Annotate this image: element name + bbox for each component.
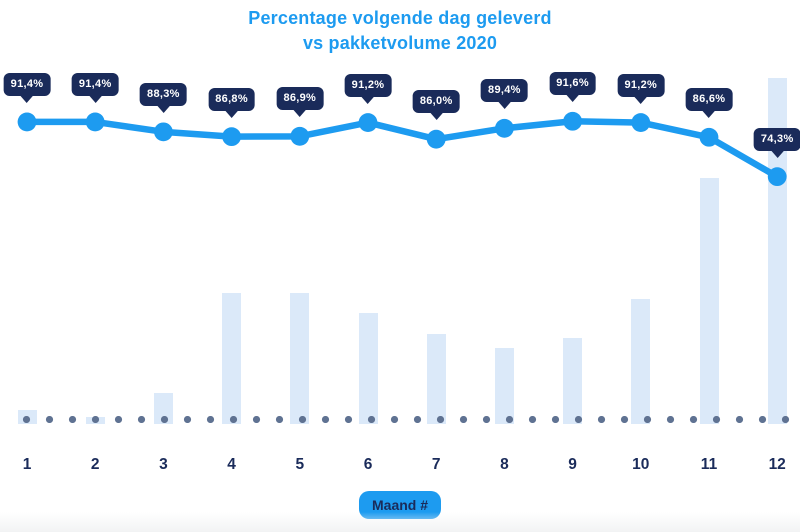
chart-title: Percentage volgende dag geleverd vs pakk… — [0, 6, 800, 56]
x-axis-label-month-6: 6 — [363, 456, 373, 473]
x-axis-label-month-3: 3 — [159, 456, 168, 473]
data-label-tooltip-month-5: 86,9% — [276, 87, 324, 111]
data-label-tooltip-month-2: 91,4% — [71, 72, 119, 96]
data-point-month-5 — [290, 126, 310, 146]
chart-title-line1: Percentage volgende dag geleverd — [248, 8, 552, 28]
data-point-month-3 — [154, 122, 173, 142]
data-point-month-12 — [767, 167, 787, 187]
data-label-tooltip-month-4: 86,8% — [208, 87, 255, 111]
data-label-tooltip-month-7: 86,0% — [412, 90, 460, 114]
volume-bar-month-9 — [563, 337, 583, 424]
data-label-tooltip-month-10: 91,2% — [617, 73, 665, 97]
data-point-month-8 — [495, 118, 514, 138]
data-label-tooltip-month-1: 91,4% — [3, 72, 51, 96]
percentage-line — [23, 118, 781, 180]
x-axis-label-month-8: 8 — [500, 456, 509, 473]
data-label-tooltip-month-11: 86,6% — [685, 88, 733, 112]
x-axis-label-month-11: 11 — [700, 456, 718, 473]
data-point-month-4 — [222, 127, 242, 147]
volume-bar-month-6 — [358, 313, 378, 424]
volume-bar-month-12 — [767, 78, 787, 424]
data-point-month-6 — [358, 113, 378, 132]
x-axis-label-month-1: 1 — [22, 456, 32, 473]
x-axis-label-month-10: 10 — [632, 456, 650, 473]
volume-bar-month-7 — [426, 334, 446, 424]
volume-bar-month-10 — [631, 299, 651, 424]
zero-baseline-dotted-line — [15, 416, 797, 423]
data-label-tooltip-month-3: 88,3% — [140, 82, 187, 106]
volume-bar-month-11 — [699, 178, 719, 424]
x-axis-label-month-2: 2 — [90, 456, 100, 473]
x-axis-label-month-12: 12 — [768, 456, 786, 473]
bottom-fade — [0, 512, 800, 532]
data-label-tooltip-month-9: 91,6% — [549, 72, 596, 96]
volume-bar-month-4 — [222, 292, 242, 424]
x-axis-label-month-5: 5 — [295, 456, 305, 473]
data-point-month-2 — [85, 112, 105, 132]
x-axis-title-label: Maand # — [371, 497, 429, 513]
data-label-tooltip-month-8: 89,4% — [481, 79, 528, 103]
data-point-month-7 — [426, 129, 446, 149]
chart-title-line2: vs pakketvolume 2020 — [302, 33, 498, 53]
volume-bar-month-5 — [290, 292, 310, 424]
data-point-month-9 — [563, 111, 582, 131]
x-axis-label-month-9: 9 — [568, 456, 577, 473]
volume-bar-month-8 — [494, 347, 514, 424]
data-point-month-10 — [631, 113, 651, 132]
x-axis-label-month-7: 7 — [431, 456, 441, 473]
x-axis-label-month-4: 4 — [227, 456, 236, 473]
data-point-month-1 — [17, 112, 37, 132]
data-point-month-11 — [699, 127, 719, 147]
data-label-tooltip-month-12: 74,3% — [753, 127, 800, 151]
data-label-tooltip-month-6: 91,2% — [344, 73, 392, 97]
